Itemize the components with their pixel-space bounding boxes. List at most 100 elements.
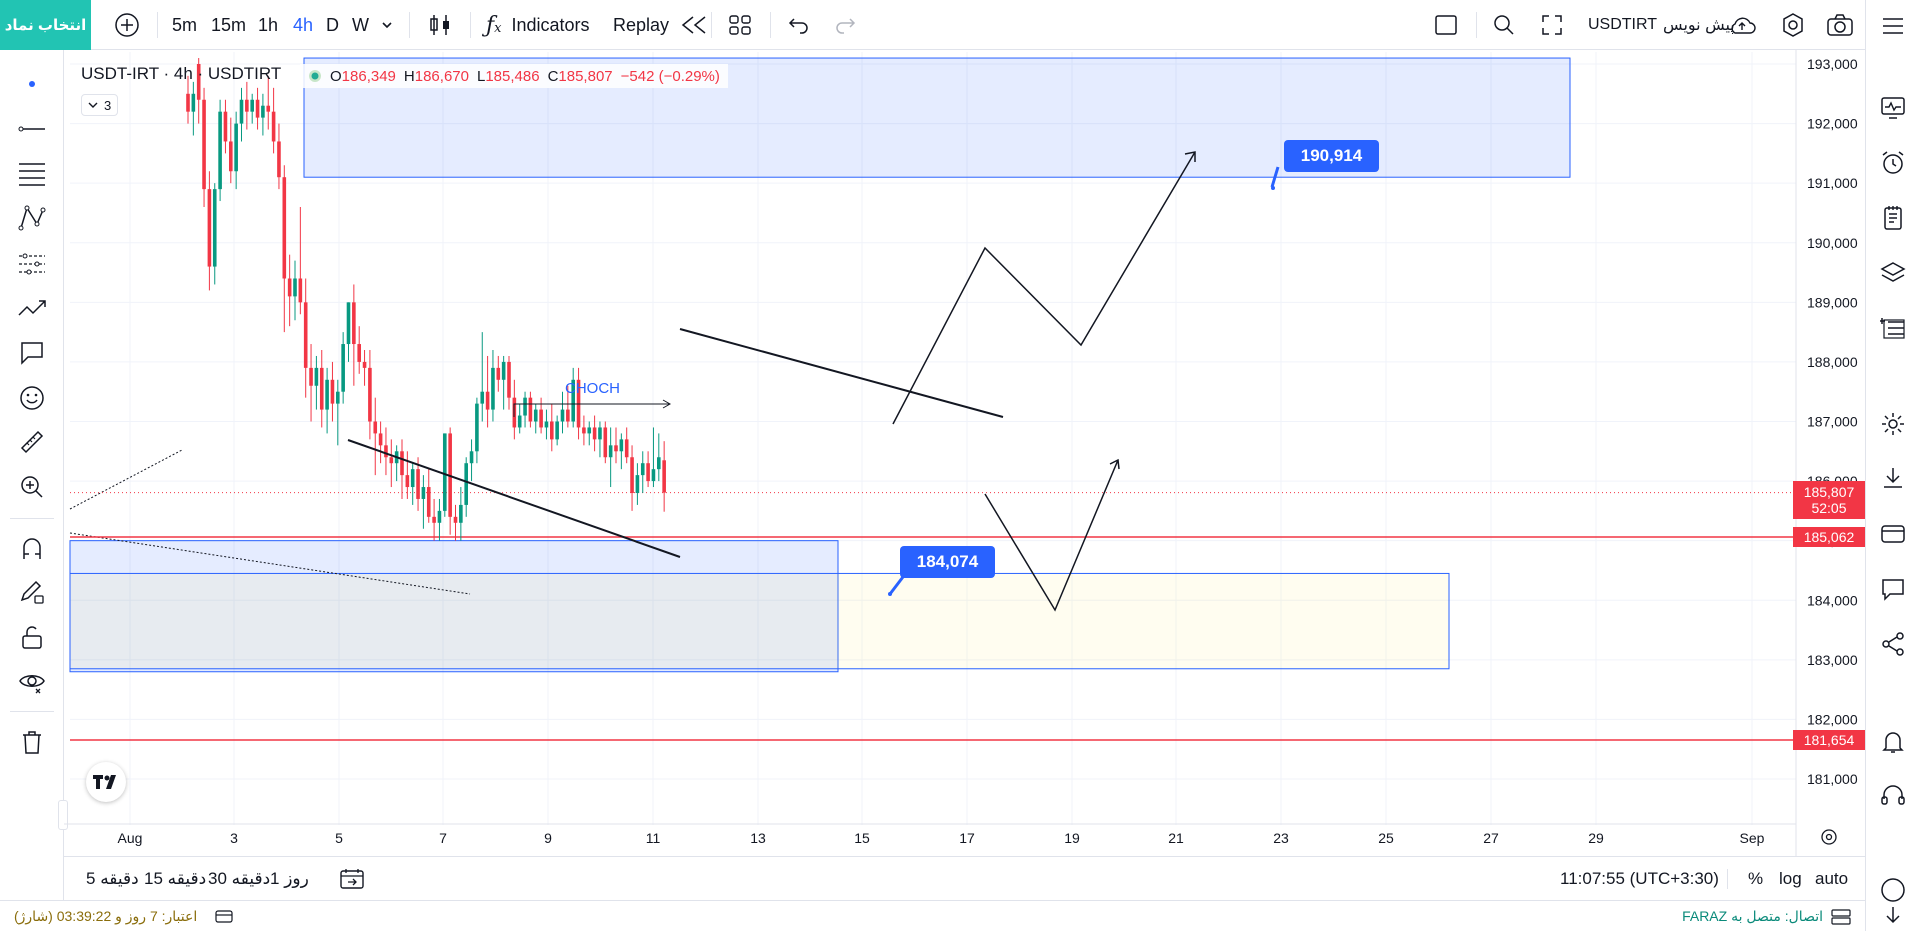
candle-body	[582, 427, 586, 434]
forecast-tool[interactable]	[0, 244, 64, 284]
notifications-button[interactable]	[1866, 722, 1919, 762]
draw-mode-tool[interactable]	[0, 572, 64, 612]
time-tick-label: 13	[750, 830, 766, 846]
indicator-count-toggle[interactable]: 3	[81, 94, 119, 116]
lock-drawings-tool[interactable]	[0, 617, 64, 657]
axis-settings-icon	[1825, 833, 1833, 841]
log-toggle[interactable]: log	[1779, 869, 1802, 888]
ohlc-values: O186,349 H186,670 L185,486 C185,807 −542…	[300, 64, 728, 88]
publish-label: پیش نویس	[1663, 17, 1735, 34]
candle-body	[614, 445, 618, 452]
help-button[interactable]	[1866, 870, 1919, 910]
clock-timezone[interactable]: 11:07:55 (UTC+3:30)	[1560, 869, 1719, 888]
range-5m[interactable]: 5 دقیقه	[86, 869, 139, 888]
percent-toggle[interactable]: %	[1748, 869, 1764, 888]
last-price: 185,807	[1803, 484, 1855, 500]
candle-body	[507, 361, 511, 398]
candle-body	[378, 433, 383, 446]
publish-draft-button[interactable]: USDTIRT پیش نویس	[1588, 0, 1735, 50]
chevron-down-icon	[88, 102, 98, 108]
toolbar-collapse-handle[interactable]	[58, 800, 68, 830]
interval-W[interactable]: W	[352, 14, 369, 35]
fullscreen-select-button[interactable]	[1434, 0, 1458, 50]
annotation-tool[interactable]	[0, 333, 64, 373]
rewind-icon	[681, 16, 706, 34]
chart-type-button[interactable]	[428, 0, 452, 50]
target-low-label: 184,074	[916, 552, 979, 571]
indicator-count: 3	[104, 97, 112, 113]
wallet-button[interactable]	[1866, 514, 1919, 554]
target-high-callout[interactable]: 190,914	[1284, 140, 1379, 172]
interval-15m[interactable]: 15m	[211, 14, 247, 35]
trendline-tool[interactable]	[0, 109, 64, 149]
time-tick-label: 15	[854, 830, 870, 846]
candle-body	[630, 457, 634, 493]
monitor-pulse-icon	[1881, 97, 1905, 119]
zoom-tool[interactable]	[0, 467, 64, 507]
date-range-button[interactable]	[339, 857, 365, 901]
candle-body	[261, 105, 265, 118]
alternate-projection-path	[984, 459, 1119, 612]
indicators-button[interactable]: ƒx Indicators	[486, 0, 590, 50]
interval-dropdown[interactable]	[380, 0, 394, 50]
remove-drawings-tool[interactable]	[0, 722, 64, 762]
settings-panel-button[interactable]	[1866, 404, 1919, 444]
projection-tool[interactable]	[0, 288, 64, 328]
candle-body	[239, 99, 244, 124]
candle-body	[544, 421, 549, 428]
menu-button[interactable]	[1866, 6, 1919, 46]
scroll-down-button[interactable]	[1866, 895, 1919, 935]
add-note-button[interactable]	[1866, 308, 1919, 348]
choch-arrowhead	[662, 399, 672, 409]
candle-body	[464, 463, 468, 505]
candle-body	[571, 379, 575, 422]
chat-button[interactable]	[1866, 569, 1919, 609]
range-30m[interactable]: 30 دقیقه	[208, 869, 271, 888]
fullscreen-button[interactable]	[1540, 0, 1564, 50]
select-symbol-button[interactable]: انتخاب نماد	[0, 0, 91, 50]
hide-drawings-tool[interactable]	[0, 662, 64, 702]
add-symbol-button[interactable]	[114, 0, 140, 50]
redo-button[interactable]	[834, 0, 856, 50]
target-low-callout[interactable]: 184,074	[900, 546, 995, 578]
magnet-tool[interactable]	[0, 528, 64, 568]
share-button[interactable]	[1866, 624, 1919, 664]
tradingview-logo[interactable]	[86, 762, 126, 802]
layers-button[interactable]	[1866, 253, 1919, 293]
price-tick-label: 190,000	[1807, 235, 1858, 251]
open-label: O	[330, 67, 342, 85]
download-button[interactable]	[1866, 458, 1919, 498]
alerts-button[interactable]	[1866, 143, 1919, 183]
emoji-tool[interactable]	[0, 378, 64, 418]
auto-toggle[interactable]: auto	[1815, 869, 1849, 888]
crosshair-tool[interactable]	[0, 64, 64, 104]
gear-icon	[1882, 413, 1904, 435]
interval-1h[interactable]: 1h	[258, 14, 279, 35]
interval-5m[interactable]: 5m	[172, 14, 198, 35]
horizontal-lines-icon	[19, 163, 45, 186]
settings-button[interactable]	[1780, 0, 1806, 50]
replay-button[interactable]: Replay	[613, 0, 709, 50]
range-1d[interactable]: 1 روز	[270, 869, 309, 888]
time-tick-label: 17	[959, 830, 975, 846]
pattern-tool[interactable]	[0, 198, 64, 238]
layout-button[interactable]	[728, 0, 752, 50]
notes-button[interactable]	[1866, 198, 1919, 238]
camera-icon	[1827, 14, 1853, 36]
undo-button[interactable]	[788, 0, 810, 50]
choch-label[interactable]: CHOCH	[565, 380, 620, 397]
candle-body	[501, 361, 506, 380]
watchlist-button[interactable]	[1866, 88, 1919, 128]
range-15m[interactable]: 15 دقیقه	[144, 869, 207, 888]
interval-4h[interactable]: 4h	[293, 14, 314, 35]
snapshot-button[interactable]	[1826, 0, 1854, 50]
quick-search-button[interactable]	[1492, 0, 1516, 50]
fib-tool[interactable]	[0, 154, 64, 194]
last-price-tag: 185,807 52:05	[1793, 481, 1865, 519]
measure-tool[interactable]	[0, 422, 64, 462]
interval-D[interactable]: D	[326, 14, 339, 35]
cloud-save-button[interactable]	[1727, 0, 1757, 50]
time-tick-label: 11	[646, 830, 661, 846]
support-button[interactable]	[1866, 776, 1919, 816]
